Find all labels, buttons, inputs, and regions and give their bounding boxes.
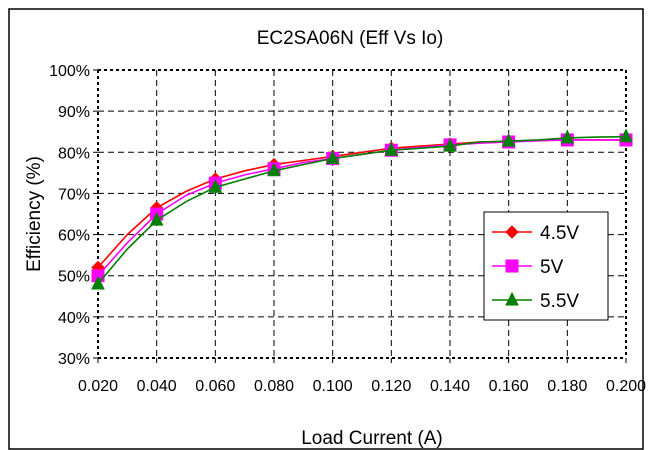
data-point-marker bbox=[501, 133, 516, 147]
y-tick-label: 70% bbox=[58, 186, 90, 203]
x-axis-label: Load Current (A) bbox=[301, 428, 443, 449]
data-point-marker bbox=[560, 129, 575, 144]
y-tick-label: 30% bbox=[58, 351, 90, 368]
x-tick-label: 0.020 bbox=[78, 378, 118, 395]
legend-label: 4.5V bbox=[540, 223, 579, 244]
y-axis-label: Efficiency (%) bbox=[24, 156, 45, 272]
legend: 4.5V 5V 5.5V bbox=[483, 211, 609, 321]
legend-marker bbox=[505, 225, 519, 239]
data-point-marker bbox=[91, 275, 105, 290]
legend-marker bbox=[505, 259, 519, 273]
data-point-marker bbox=[619, 128, 633, 143]
legend-marker bbox=[505, 291, 519, 306]
y-tick-label: 100% bbox=[49, 63, 90, 80]
series-line-3 bbox=[97, 135, 627, 285]
data-point-marker bbox=[384, 142, 399, 156]
legend-label: 5.5V bbox=[540, 291, 579, 312]
data-point-marker bbox=[149, 212, 164, 226]
data-point-marker bbox=[208, 179, 223, 193]
data-point-marker bbox=[325, 150, 340, 164]
x-tick-label: 0.080 bbox=[254, 378, 294, 395]
series-layer bbox=[91, 128, 633, 290]
data-point-marker bbox=[443, 137, 457, 152]
x-tick-label: 0.140 bbox=[430, 378, 470, 395]
chart-title: EC2SA06N (Eff Vs Io) bbox=[257, 28, 444, 49]
x-tick-label: 0.120 bbox=[371, 378, 411, 395]
x-tick-label: 0.180 bbox=[547, 378, 587, 395]
x-tick-label: 0.200 bbox=[606, 378, 646, 395]
tick-label-layer: 30% 40% 50% 60% 70% 80% 90% 100% 0.020 0.040 0.060… bbox=[49, 63, 646, 395]
x-tick-label: 0.060 bbox=[195, 378, 235, 395]
data-point-marker bbox=[267, 162, 281, 177]
y-tick-label: 80% bbox=[58, 145, 90, 162]
y-tick-label: 90% bbox=[58, 104, 90, 121]
legend-label: 5V bbox=[540, 257, 564, 278]
y-tick-label: 60% bbox=[58, 228, 90, 245]
x-tick-label: 0.040 bbox=[137, 378, 177, 395]
x-tick-label: 0.160 bbox=[489, 378, 529, 395]
x-tick-label: 0.100 bbox=[313, 378, 353, 395]
y-tick-label: 40% bbox=[58, 310, 90, 327]
y-tick-label: 50% bbox=[58, 269, 90, 286]
